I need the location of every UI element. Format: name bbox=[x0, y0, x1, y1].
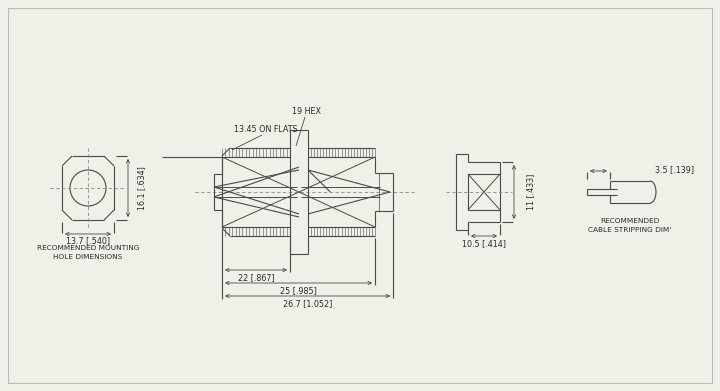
Text: 22 [.867]: 22 [.867] bbox=[238, 273, 274, 283]
Text: 3.5 [.139]: 3.5 [.139] bbox=[655, 165, 694, 174]
Text: HOLE DIMENSIONS: HOLE DIMENSIONS bbox=[53, 254, 122, 260]
Text: RECOMMENDED: RECOMMENDED bbox=[600, 218, 660, 224]
Text: 26.7 [1.052]: 26.7 [1.052] bbox=[283, 300, 332, 308]
Text: 25 [.985]: 25 [.985] bbox=[280, 287, 317, 296]
Text: 16.1 [.634]: 16.1 [.634] bbox=[138, 166, 146, 210]
Text: 10.5 [.414]: 10.5 [.414] bbox=[462, 240, 506, 249]
Text: CABLE STRIPPING DIM': CABLE STRIPPING DIM' bbox=[588, 227, 672, 233]
Text: 19 HEX: 19 HEX bbox=[292, 108, 322, 117]
Text: 13.45 ON FLATS: 13.45 ON FLATS bbox=[234, 126, 298, 135]
Text: RECOMMENDED MOUNTING: RECOMMENDED MOUNTING bbox=[37, 245, 139, 251]
Text: 13.7 [.540]: 13.7 [.540] bbox=[66, 237, 110, 246]
Text: 11 [.433]: 11 [.433] bbox=[526, 174, 536, 210]
